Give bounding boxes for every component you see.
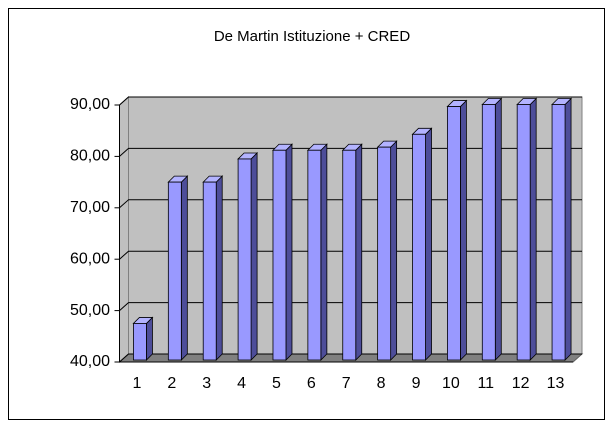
- bar: [481, 104, 496, 361]
- x-tick-label: 11: [477, 375, 494, 392]
- bar-side: [564, 97, 572, 361]
- x-tick-label: 5: [272, 375, 281, 392]
- bar-side: [529, 97, 537, 361]
- x-tick-label: 4: [237, 375, 246, 392]
- y-tick-label: 70,00: [70, 199, 110, 216]
- bar: [447, 106, 461, 361]
- bar-side: [250, 152, 258, 361]
- bar: [377, 146, 392, 361]
- bar: [516, 104, 531, 361]
- bar-side: [215, 175, 223, 361]
- bar-side: [390, 140, 398, 361]
- bar-side: [180, 175, 188, 361]
- y-tick-label: 90,00: [70, 96, 110, 113]
- bar: [237, 158, 252, 361]
- bar-side: [460, 99, 467, 361]
- bar: [272, 149, 287, 361]
- chart-title: De Martin Istituzione + CRED: [214, 28, 410, 45]
- bar-side: [425, 127, 432, 361]
- x-tick-label: 10: [442, 375, 460, 392]
- bar-side: [320, 143, 328, 361]
- x-tick-label: 7: [342, 375, 351, 392]
- bar: [167, 181, 182, 361]
- y-tick-label: 50,00: [70, 302, 110, 319]
- bar-side: [146, 316, 153, 361]
- bar: [551, 104, 566, 361]
- x-tick-label: 3: [202, 375, 211, 392]
- x-tick-label: 9: [412, 375, 421, 392]
- x-tick-label: 12: [512, 375, 530, 392]
- bar: [307, 149, 322, 361]
- grid-line: [119, 96, 582, 106]
- bar-side: [494, 97, 502, 361]
- x-tick-label: 1: [132, 375, 141, 392]
- side-wall: [119, 95, 129, 364]
- bar: [342, 149, 357, 361]
- bar: [202, 181, 217, 361]
- x-tick-label: 6: [307, 375, 316, 392]
- y-tick-label: 60,00: [70, 250, 110, 267]
- bar-side: [285, 143, 293, 361]
- y-tick-label: 40,00: [70, 353, 110, 370]
- x-tick-label: 13: [547, 375, 565, 392]
- y-tick-label: 80,00: [70, 148, 110, 165]
- bar: [412, 133, 426, 361]
- bar: [133, 323, 147, 361]
- x-tick-label: 8: [377, 375, 386, 392]
- bar-side: [355, 143, 363, 361]
- x-tick-label: 2: [167, 375, 176, 392]
